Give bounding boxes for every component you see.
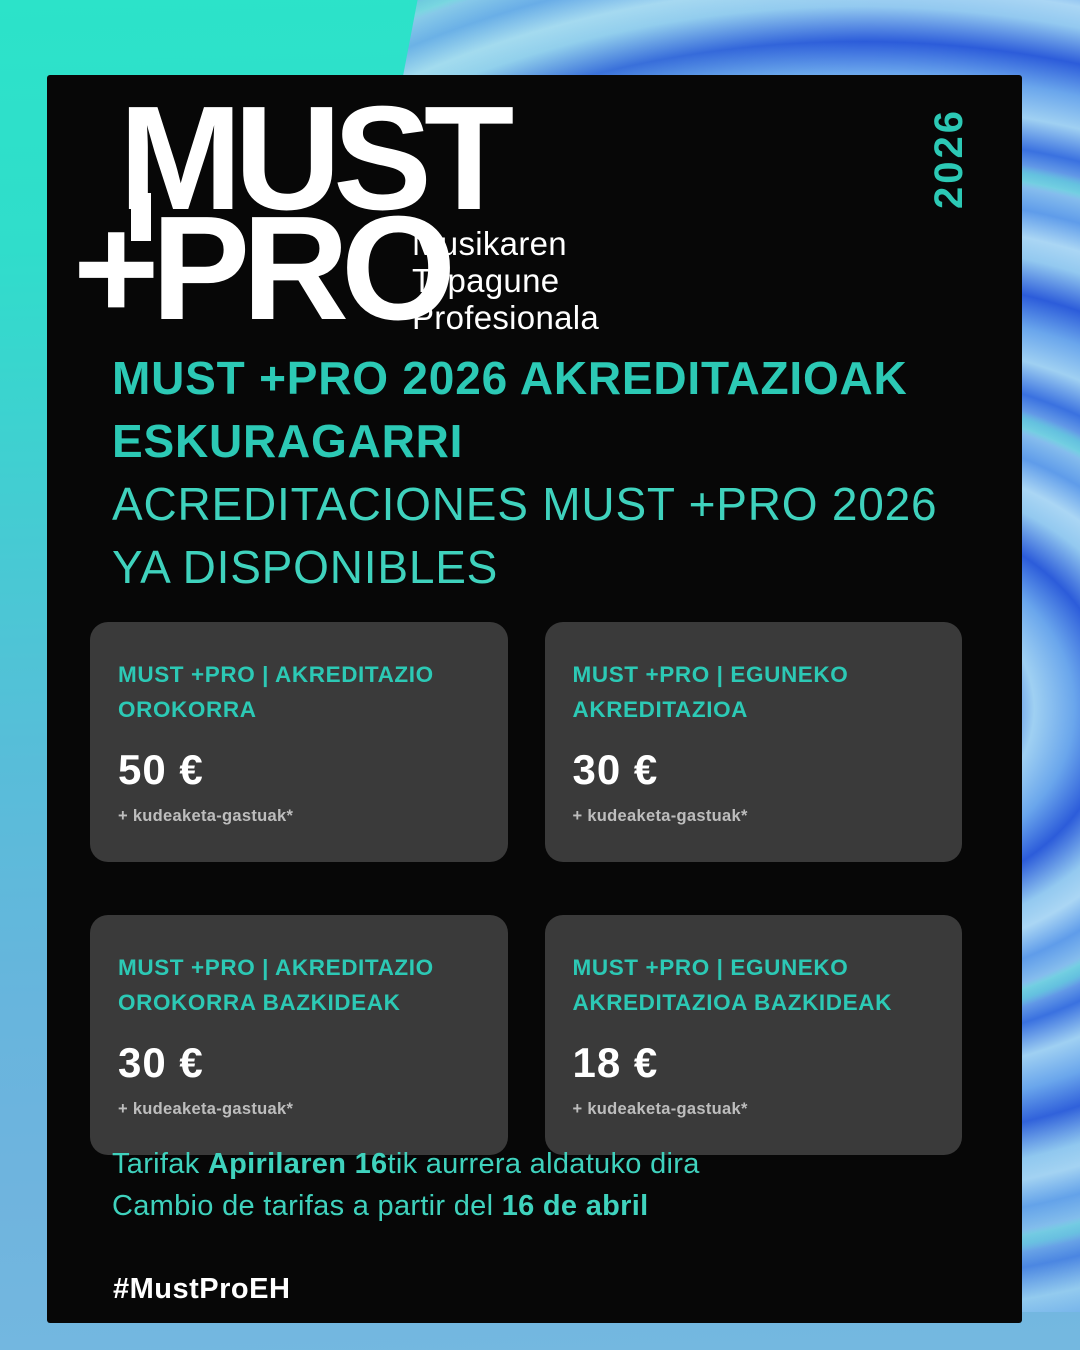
tariff-change-note: Tarifak Apirilaren 16tik aurrera aldatuk… — [112, 1143, 700, 1227]
price-note: + kudeaketa-gastuak* — [572, 1099, 748, 1118]
tariff-date-bold: 16 de abril — [501, 1190, 649, 1222]
price-value: 30 € — [118, 1038, 204, 1086]
logo-pro-text: +PRO — [73, 186, 456, 351]
tariff-line-spanish: Cambio de tarifas a partir del 16 de abr… — [112, 1185, 700, 1227]
logo-must-text: MUST — [119, 76, 514, 241]
price-card-day: MUST +PRO | EGUNEKO AKREDITAZIOA 30 € + … — [544, 622, 962, 862]
tariff-line-basque: Tarifak Apirilaren 16tik aurrera aldatuk… — [112, 1143, 700, 1185]
headline-basque-line: ESKURAGARRI — [112, 415, 464, 467]
price-value: 50 € — [118, 745, 204, 793]
price-card-title: MUST +PRO | AKREDITAZIO OROKORRA BAZKIDE… — [118, 954, 434, 1015]
price-note: + kudeaketa-gastuak* — [118, 806, 294, 825]
logo-descender-bar — [131, 193, 151, 241]
tariff-text: tik aurrera aldatuko dira — [387, 1148, 700, 1180]
price-note: + kudeaketa-gastuak* — [572, 806, 748, 825]
logo-tagline: Musikaren Topagune Profesionala — [412, 225, 599, 336]
price-value: 30 € — [572, 745, 659, 793]
price-card-day-members: MUST +PRO | EGUNEKO AKREDITAZIOA BAZKIDE… — [544, 914, 962, 1155]
price-value: 18 € — [572, 1038, 659, 1086]
headline-spanish-line: ACREDITACIONES MUST +PRO 2026 — [112, 478, 938, 530]
price-card-grid: MUST +PRO | AKREDITAZIO OROKORRA 50 € + … — [90, 622, 962, 1155]
tagline-line: Musikaren — [412, 225, 567, 262]
year-label: 2026 — [927, 108, 971, 209]
price-card-title: MUST +PRO | EGUNEKO AKREDITAZIOA BAZKIDE… — [572, 954, 892, 1015]
price-card-title: MUST +PRO | AKREDITAZIO OROKORRA — [118, 662, 434, 722]
price-card-general-members: MUST +PRO | AKREDITAZIO OROKORRA BAZKIDE… — [90, 914, 508, 1155]
main-black-card: MUST +PRO Musikaren Topagune Profesional… — [47, 75, 1022, 1323]
tagline-line: Topagune — [412, 262, 560, 299]
headline-basque-line: MUST +PRO 2026 AKREDITAZIOAK — [112, 352, 908, 404]
tariff-text: Tarifak — [112, 1148, 208, 1180]
headline-spanish-line: YA DISPONIBLES — [112, 541, 499, 593]
price-card-general: MUST +PRO | AKREDITAZIO OROKORRA 50 € + … — [90, 622, 508, 862]
price-note: + kudeaketa-gastuak* — [118, 1099, 294, 1118]
headline: MUST +PRO 2026 AKREDITAZIOAK ESKURAGARRI… — [112, 347, 972, 599]
tariff-date-bold: Apirilaren 16 — [207, 1148, 388, 1180]
price-card-title: MUST +PRO | EGUNEKO AKREDITAZIOA — [572, 662, 849, 722]
tagline-line: Profesionala — [412, 299, 600, 336]
hashtag-label: #MustProEH — [113, 1273, 291, 1305]
tariff-text: Cambio de tarifas a partir del — [112, 1190, 502, 1222]
